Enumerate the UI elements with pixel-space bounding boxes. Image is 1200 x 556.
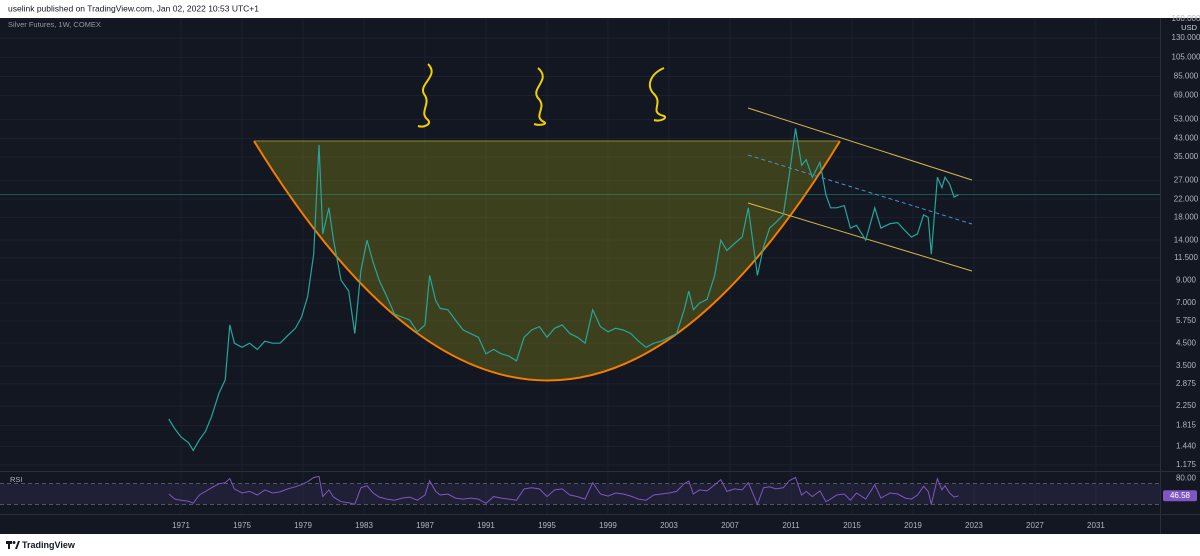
price-layer <box>0 128 1160 452</box>
channel-lower <box>747 202 973 272</box>
grid <box>0 18 1160 514</box>
rsi-band <box>0 483 1160 505</box>
unit-label: USD <box>1181 23 1197 32</box>
y-tick-label: 1.175 <box>1176 460 1197 469</box>
y-tick-label: 4.500 <box>1176 338 1197 347</box>
rsi-last-box <box>1163 490 1197 502</box>
y-tick-label: 27.000 <box>1174 176 1199 185</box>
x-tick-label: 2019 <box>904 521 922 530</box>
y-tick-label: 53.000 <box>1174 114 1199 123</box>
squiggle <box>648 67 666 122</box>
x-tick-label: 1971 <box>172 521 190 530</box>
y-tick-label: 7.000 <box>1176 298 1197 307</box>
channel-upper <box>747 107 973 181</box>
y-tick-label: 22.000 <box>1174 194 1199 203</box>
y-tick-label: 18.000 <box>1174 212 1199 221</box>
x-tick-label: 1995 <box>538 521 556 530</box>
rsi-tick-label: 80.00 <box>1176 474 1197 483</box>
header-text: uselink published on TradingView.com, Ja… <box>8 3 259 13</box>
x-tick-label: 2011 <box>782 521 800 530</box>
y-tick-label: 1.815 <box>1176 421 1197 430</box>
x-tick-label: 1987 <box>416 521 434 530</box>
y-tick-label: 69.000 <box>1174 91 1199 100</box>
price-line <box>168 128 959 452</box>
squiggle <box>417 63 433 128</box>
tradingview-logo <box>6 541 20 549</box>
y-tick-label: 3.500 <box>1176 361 1197 370</box>
squiggle <box>533 67 546 126</box>
y-tick-label: 43.000 <box>1174 133 1199 142</box>
x-tick-label: 1975 <box>233 521 251 530</box>
rsi-layer <box>0 475 1160 506</box>
rsi-title: RSI <box>10 475 23 484</box>
y-tick-label: 160.000 <box>1172 14 1200 23</box>
y-tick-label: 1.440 <box>1176 442 1197 451</box>
y-tick-label: 2.875 <box>1176 379 1197 388</box>
x-tick-label: 2023 <box>965 521 983 530</box>
x-tick-label: 1983 <box>355 521 373 530</box>
x-tick-label: 1999 <box>599 521 617 530</box>
y-tick-label: 130.000 <box>1172 33 1200 42</box>
x-tick-label: 1991 <box>477 521 495 530</box>
x-tick-label: 2003 <box>660 521 678 530</box>
y-tick-label: 9.000 <box>1176 275 1197 284</box>
footer-bar <box>0 534 1200 556</box>
y-tick-label: 14.000 <box>1174 235 1199 244</box>
x-tick-label: 2031 <box>1087 521 1105 530</box>
rsi-last-label: 46.58 <box>1170 491 1191 500</box>
x-tick-label: 2015 <box>843 521 861 530</box>
header-bar <box>0 0 1200 18</box>
axes: 1971 1975 1979 1983 1987 1991 1995 1999 2003 2007… <box>172 14 1200 530</box>
y-tick-label: 2.250 <box>1176 401 1197 410</box>
chart-background <box>0 18 1200 534</box>
y-tick-label: 5.750 <box>1176 316 1197 325</box>
y-tick-label: 35.000 <box>1174 152 1199 161</box>
x-tick-label: 2007 <box>721 521 739 530</box>
footer-brand: TradingView <box>22 540 76 550</box>
y-tick-label: 105.000 <box>1172 52 1200 61</box>
y-tick-label: 11.500 <box>1174 253 1198 262</box>
chart-title: Silver Futures, 1W, COMEX <box>8 20 101 29</box>
x-tick-label: 1979 <box>294 521 312 530</box>
x-tick-label: 2027 <box>1026 521 1044 530</box>
y-tick-label: 85.000 <box>1174 72 1199 81</box>
rsi-line <box>168 475 959 506</box>
